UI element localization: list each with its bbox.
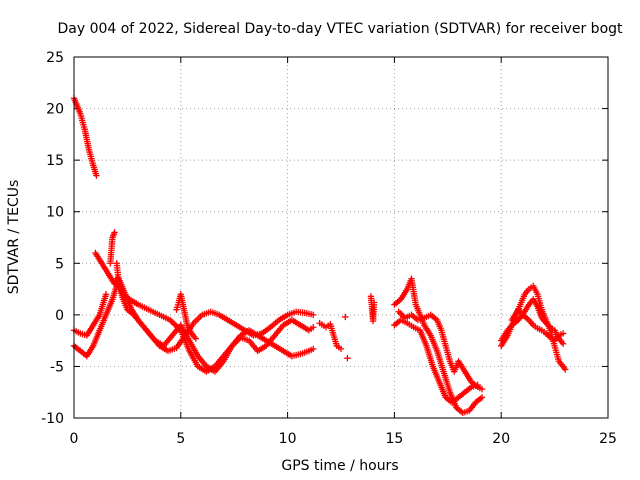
data-point bbox=[342, 313, 349, 321]
y-tick-label: 0 bbox=[55, 308, 64, 324]
chart-title: Day 004 of 2022, Sidereal Day-to-day VTE… bbox=[57, 21, 623, 37]
y-tick-label: 25 bbox=[46, 50, 64, 66]
y-tick-label: 15 bbox=[46, 153, 64, 169]
data-point bbox=[562, 366, 569, 373]
x-tick-label: 20 bbox=[492, 431, 510, 447]
data-point bbox=[310, 311, 317, 319]
x-tick-label: 15 bbox=[385, 431, 403, 447]
x-tick-label: 5 bbox=[176, 431, 185, 447]
data-marks bbox=[70, 95, 569, 417]
data-point bbox=[559, 340, 567, 347]
data-point bbox=[478, 385, 486, 393]
plot-frame bbox=[73, 56, 609, 419]
data-point bbox=[370, 299, 378, 306]
x-tick-label: 25 bbox=[599, 431, 617, 447]
data-point bbox=[310, 324, 317, 331]
x-axis-label: GPS time / hours bbox=[281, 458, 398, 474]
y-tick-label: 10 bbox=[46, 205, 64, 221]
data-point bbox=[310, 345, 317, 353]
y-tick-label: 20 bbox=[46, 102, 64, 118]
data-point bbox=[344, 354, 351, 362]
y-tick-label: 5 bbox=[55, 256, 64, 272]
data-point bbox=[93, 172, 100, 179]
data-point bbox=[545, 332, 553, 340]
data-point bbox=[478, 394, 486, 401]
data-point bbox=[111, 229, 118, 236]
data-point bbox=[192, 335, 199, 342]
axis-ticks: 0 5 10 15 20 25 -10 -5 0 5 10 15 20 25 bbox=[41, 50, 617, 447]
x-tick-label: 0 bbox=[70, 431, 79, 447]
grid bbox=[74, 57, 608, 418]
data-point bbox=[545, 322, 553, 330]
data-point bbox=[337, 345, 345, 353]
y-tick-label: -10 bbox=[41, 411, 64, 427]
y-axis-label: SDTVAR / TECUs bbox=[6, 180, 22, 295]
y-tick-label: -5 bbox=[50, 359, 64, 375]
x-tick-label: 10 bbox=[279, 431, 297, 447]
data-point bbox=[559, 330, 567, 337]
data-point bbox=[102, 291, 110, 298]
data-point bbox=[169, 319, 177, 327]
